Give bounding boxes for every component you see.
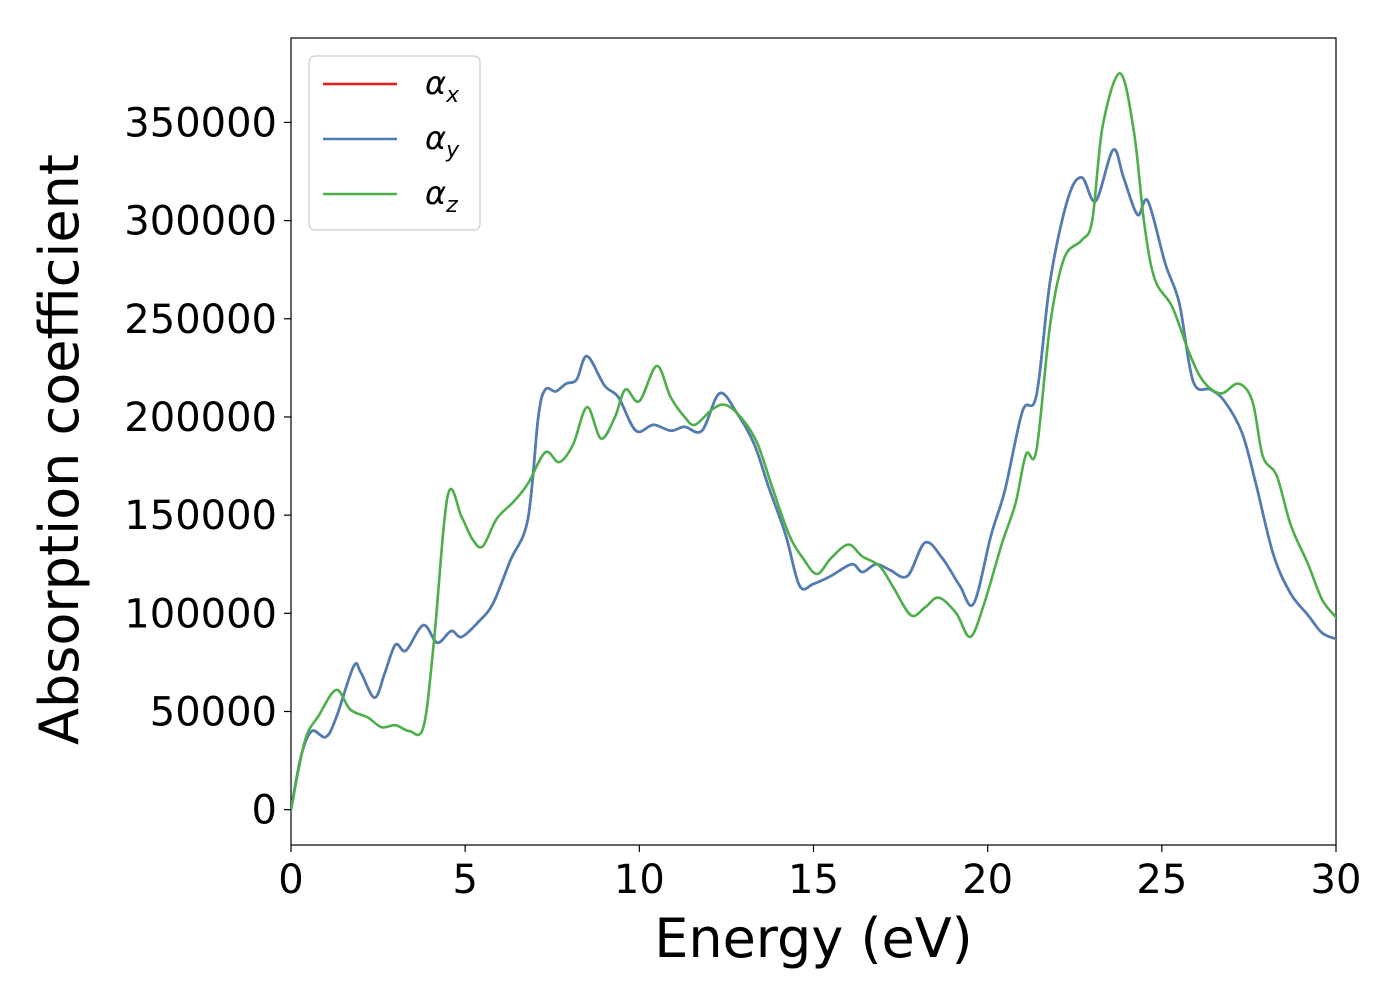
y-tick-label: 350000: [124, 100, 277, 146]
y-axis-ticks: 0 50000 100000 150000 200000 250000 300000 3500…: [124, 100, 291, 834]
y-axis-label: Absorption coefficient: [28, 154, 91, 745]
legend-label-alpha-y: αy: [425, 119, 460, 163]
y-tick-label: 150000: [124, 493, 277, 539]
x-tick-label: 5: [452, 857, 477, 903]
y-tick-label: 100000: [124, 591, 277, 637]
x-tick-label: 30: [1311, 857, 1362, 903]
series-line-alpha-z: [291, 72, 1336, 811]
y-tick-label: 0: [252, 788, 277, 834]
legend: αx αy αz: [308, 55, 481, 231]
series-line-alpha-x: [291, 148, 1336, 811]
y-tick-label: 250000: [124, 297, 277, 343]
y-tick-label: 200000: [124, 395, 277, 441]
legend-label-alpha-x: αx: [425, 64, 460, 108]
series-layer: [291, 72, 1336, 811]
x-tick-label: 10: [614, 857, 665, 903]
x-tick-label: 25: [1136, 857, 1187, 903]
x-tick-label: 20: [962, 857, 1013, 903]
y-tick-label: 300000: [124, 199, 277, 245]
y-tick-label: 50000: [150, 689, 277, 735]
legend-box: [308, 55, 481, 231]
x-tick-label: 15: [788, 857, 839, 903]
x-axis-ticks: 0 5 10 15 20 25 30: [278, 845, 1361, 903]
legend-label-alpha-z: αz: [425, 174, 458, 218]
x-axis-label: Energy (eV): [654, 907, 973, 970]
x-tick-label: 0: [278, 857, 303, 903]
series-line-alpha-y: [291, 148, 1336, 811]
